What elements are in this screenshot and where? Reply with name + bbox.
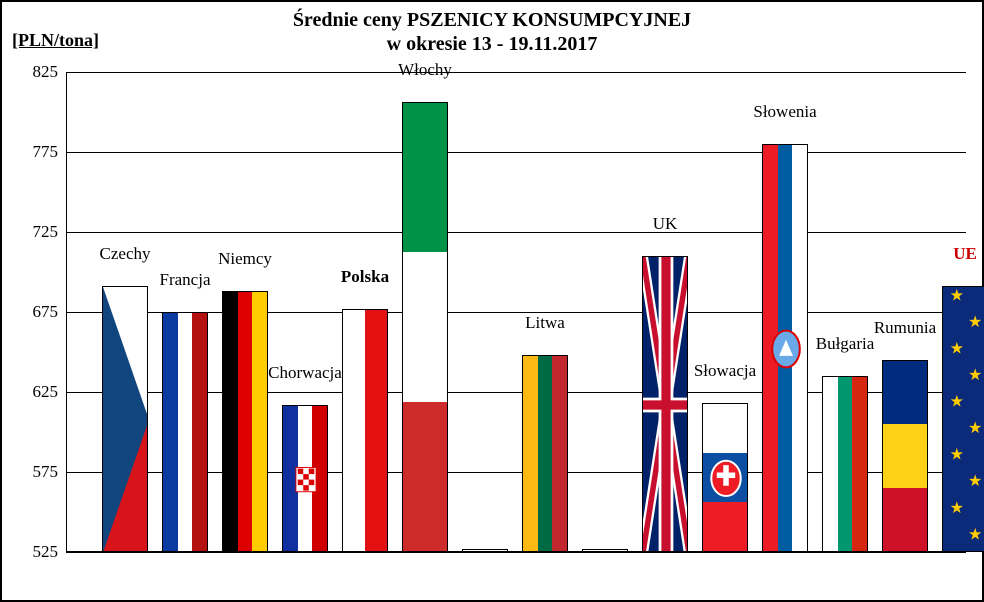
svg-text:★: ★ — [968, 367, 982, 384]
bar-label: Litwa — [525, 313, 565, 333]
y-tick-label: 625 — [8, 382, 58, 402]
bar-label: Chorwacja — [268, 363, 342, 383]
bar — [582, 549, 628, 552]
bar — [342, 309, 388, 552]
bar-label: Czechy — [100, 244, 151, 264]
bar: ★★★★★★★★★★ — [942, 286, 984, 552]
svg-text:★: ★ — [950, 341, 964, 358]
bar-label: UE — [953, 244, 977, 264]
chart-container: Średnie ceny PSZENICY KONSUMPCYJNEJ w ok… — [0, 0, 984, 602]
flag-overlay — [643, 257, 687, 551]
flag-overlay — [763, 145, 807, 551]
flag-stripe — [238, 292, 253, 551]
svg-text:★: ★ — [968, 474, 982, 491]
y-axis — [66, 72, 67, 552]
bar — [762, 144, 808, 552]
flag-stripe — [163, 313, 178, 551]
flag-stripe — [178, 313, 193, 551]
flag-stripe — [883, 424, 927, 487]
bar — [102, 286, 148, 552]
svg-text:★: ★ — [968, 314, 982, 331]
svg-text:★: ★ — [950, 394, 964, 411]
flag-overlay: ★★★★★★★★★★ — [943, 287, 984, 551]
svg-text:★: ★ — [950, 447, 964, 464]
y-axis-label: [PLN/tona] — [12, 30, 99, 51]
bar-label: Słowacja — [694, 361, 756, 381]
flag-stripe — [252, 292, 267, 551]
svg-text:★: ★ — [950, 288, 964, 305]
y-tick-label: 575 — [8, 462, 58, 482]
flag-stripe — [552, 356, 567, 551]
y-tick-label: 775 — [8, 142, 58, 162]
bar — [702, 403, 748, 552]
svg-text:★: ★ — [968, 420, 982, 437]
plot-area: 525575625675725775825CzechyFrancjaNiemcy… — [66, 72, 966, 552]
chart-title: Średnie ceny PSZENICY KONSUMPCYJNEJ w ok… — [2, 8, 982, 56]
bar — [282, 405, 328, 552]
flag-stripe — [403, 402, 447, 551]
flag-stripe — [823, 377, 838, 551]
flag-overlay — [283, 406, 327, 551]
bar-label: Bułgaria — [816, 334, 875, 354]
bar-label: Słowenia — [753, 102, 816, 122]
bar — [522, 355, 568, 552]
bar-label: Rumunia — [874, 318, 936, 338]
bar-label: Włochy — [398, 60, 452, 80]
gridline — [66, 232, 966, 233]
bar — [642, 256, 688, 552]
y-tick-label: 525 — [8, 542, 58, 562]
y-tick-label: 675 — [8, 302, 58, 322]
gridline — [66, 552, 966, 553]
gridline — [66, 152, 966, 153]
bar — [402, 102, 448, 552]
bar-label: Polska — [341, 267, 389, 287]
y-tick-label: 825 — [8, 62, 58, 82]
flag-stripe — [343, 310, 365, 551]
flag-overlay — [103, 287, 147, 551]
flag-stripe — [403, 103, 447, 252]
flag-stripe — [365, 310, 387, 551]
bar-label: UK — [653, 214, 678, 234]
svg-text:★: ★ — [950, 500, 964, 517]
flag-stripe — [403, 252, 447, 401]
flag-stripe — [223, 292, 238, 551]
bar — [222, 291, 268, 552]
svg-text:★: ★ — [968, 527, 982, 544]
bar-label: Niemcy — [218, 249, 272, 269]
flag-stripe — [852, 377, 867, 551]
flag-stripe — [523, 356, 538, 551]
bar — [822, 376, 868, 552]
bar — [462, 549, 508, 552]
flag-overlay — [703, 404, 747, 551]
flag-stripe — [192, 313, 207, 551]
bar — [162, 312, 208, 552]
bar-label: Francja — [160, 270, 211, 290]
flag-stripe — [838, 377, 853, 551]
gridline — [66, 72, 966, 73]
y-tick-label: 725 — [8, 222, 58, 242]
bar — [882, 360, 928, 552]
flag-stripe — [883, 488, 927, 551]
flag-stripe — [883, 361, 927, 424]
flag-stripe — [538, 356, 553, 551]
